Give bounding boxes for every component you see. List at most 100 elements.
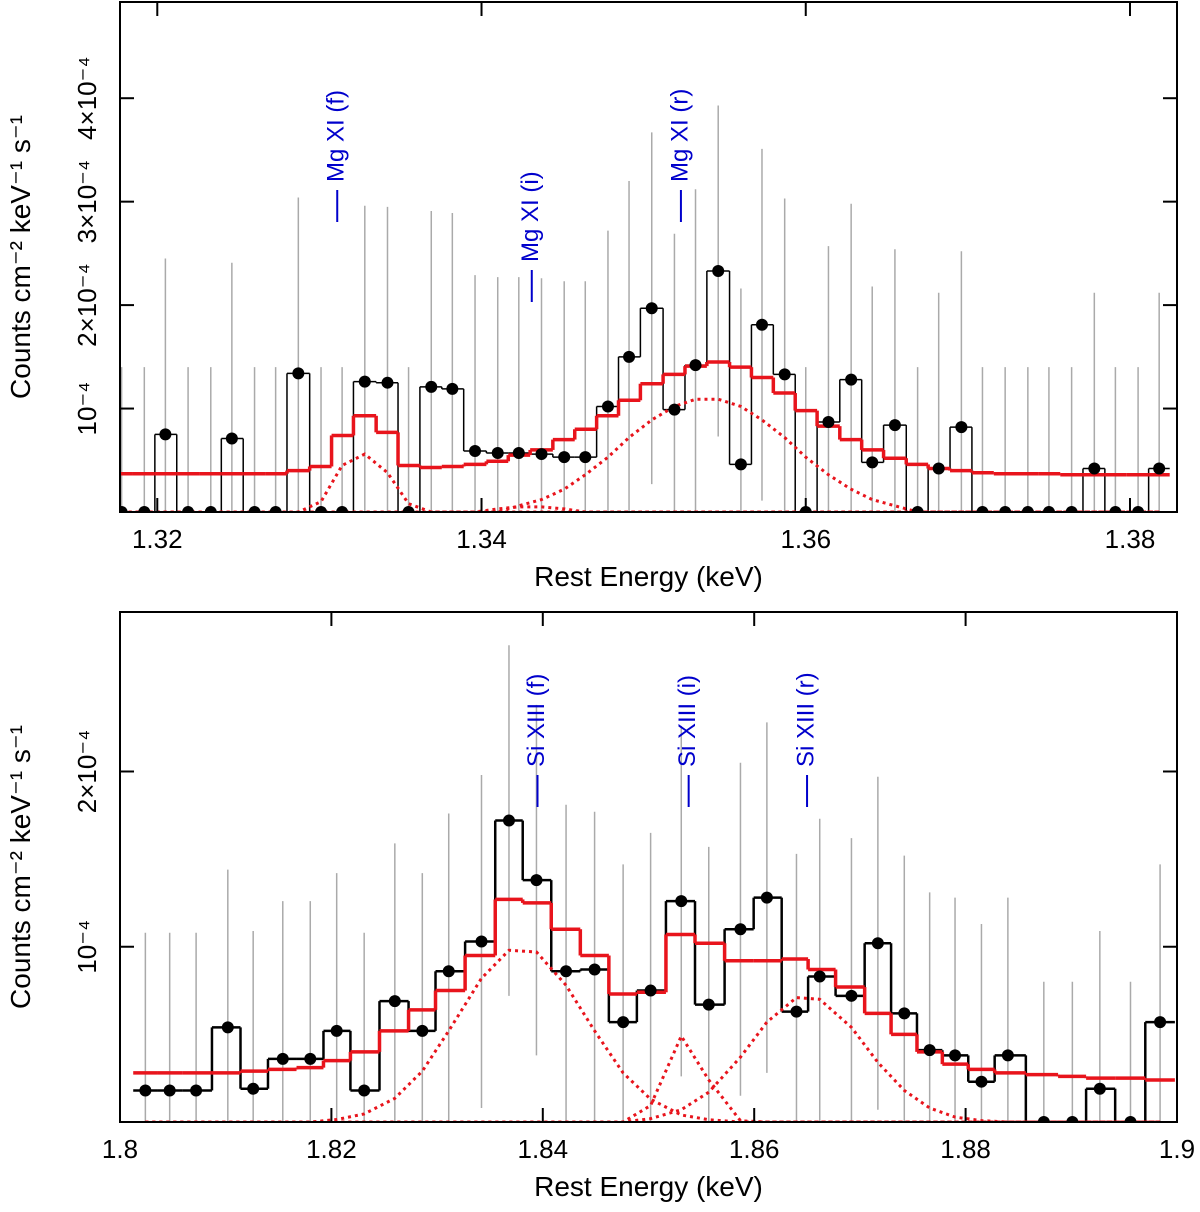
line-label: Mg XI (i) — [517, 171, 544, 262]
data-point — [381, 376, 394, 389]
x-tick-label: 1.32 — [132, 524, 183, 554]
plot-area — [120, 105, 1170, 512]
data-point — [976, 506, 989, 512]
data-point — [1154, 1016, 1167, 1029]
data-point — [755, 318, 768, 331]
data-point — [330, 1024, 343, 1037]
data-point — [292, 367, 305, 380]
data-point — [1021, 506, 1034, 512]
data-point — [760, 891, 773, 904]
data-point — [588, 963, 601, 976]
data-point — [813, 970, 826, 983]
y-tick-label: 10⁻⁴ — [72, 382, 102, 436]
x-tick-label: 1.38 — [1105, 524, 1156, 554]
data-point — [560, 965, 573, 978]
y-tick-label: 4×10⁻⁴ — [72, 56, 102, 139]
data-point — [645, 302, 658, 315]
data-point — [1065, 506, 1078, 512]
data-point — [579, 451, 592, 464]
line-label: Mg XI (r) — [666, 89, 693, 182]
line-label: Si XIII (i) — [674, 675, 701, 767]
data-point — [1109, 506, 1122, 512]
data-point — [416, 1024, 429, 1037]
data-point — [923, 1044, 936, 1057]
data-point — [475, 935, 488, 948]
data-point — [530, 874, 543, 887]
data-point — [225, 432, 238, 445]
y-tick-label: 2×10⁻⁴ — [72, 730, 102, 813]
x-axis-label: Rest Energy (keV) — [534, 1171, 763, 1202]
model-component — [145, 996, 1161, 1122]
x-tick-label: 1.34 — [456, 524, 507, 554]
data-point — [138, 506, 151, 512]
data-point — [269, 506, 282, 512]
data-point — [866, 456, 879, 469]
plot-frame — [119, 611, 1178, 1123]
data-point — [932, 462, 945, 475]
data-point — [315, 506, 328, 512]
plot-frame — [119, 1, 1178, 513]
data-point — [276, 1052, 289, 1065]
y-axis-label: Counts cm⁻² keV⁻¹ s⁻¹ — [5, 115, 36, 399]
y-axis-label: Counts cm⁻² keV⁻¹ s⁻¹ — [5, 725, 36, 1009]
x-tick-label: 1.84 — [517, 1134, 568, 1164]
data-point — [975, 1075, 988, 1088]
data-point — [845, 989, 858, 1002]
data-point — [1132, 506, 1145, 512]
data-point — [1037, 1116, 1050, 1122]
data-point — [712, 264, 725, 277]
data-point — [623, 350, 636, 363]
data-point — [734, 458, 747, 471]
x-axis-label: Rest Energy (keV) — [534, 561, 763, 592]
data-point — [1124, 1116, 1137, 1122]
data-point — [358, 375, 371, 388]
y-tick-label: 2×10⁻⁴ — [72, 263, 102, 346]
x-tick-label: 1.9 — [1159, 1134, 1195, 1164]
data-point — [204, 506, 217, 512]
data-point — [248, 506, 261, 512]
data-point — [675, 895, 688, 908]
data-point — [999, 506, 1012, 512]
data-point — [336, 506, 349, 512]
x-tick-label: 1.82 — [306, 1134, 357, 1164]
x-tick-label: 1.8 — [102, 1134, 138, 1164]
data-point — [221, 1021, 234, 1034]
data-point — [491, 447, 504, 460]
data-point — [469, 444, 482, 457]
x-tick-label: 1.86 — [729, 1134, 780, 1164]
y-tick-label: 10⁻⁴ — [72, 920, 102, 974]
data-point — [734, 923, 747, 936]
data-point — [402, 506, 415, 512]
data-point — [558, 451, 571, 464]
y-tick-label: 3×10⁻⁴ — [72, 160, 102, 243]
data-point — [778, 368, 791, 381]
x-tick-label: 1.88 — [940, 1134, 991, 1164]
data-point — [190, 1084, 203, 1097]
data-point — [1088, 462, 1101, 475]
data-point — [898, 1007, 911, 1020]
data-point — [163, 1084, 176, 1097]
data-point — [1066, 1116, 1079, 1122]
data-point — [247, 1082, 260, 1095]
data-point — [120, 506, 128, 512]
line-label: Mg XI (f) — [323, 90, 350, 182]
data-point — [822, 416, 835, 428]
data-point — [512, 447, 525, 460]
line-label: Si XIII (f) — [523, 674, 550, 767]
data-point — [442, 965, 455, 978]
data-point — [182, 506, 195, 512]
plot-area — [133, 645, 1175, 1122]
x-tick-label: 1.36 — [780, 524, 831, 554]
data-point — [446, 382, 459, 395]
data-point — [617, 1016, 630, 1029]
data-point — [949, 1049, 962, 1062]
data-point — [702, 998, 715, 1011]
line-label: Si XIII (r) — [792, 672, 819, 767]
data-point — [955, 421, 968, 434]
data-point — [845, 373, 858, 386]
data-point — [644, 984, 657, 997]
data-point — [911, 506, 924, 512]
data-point — [358, 1084, 371, 1097]
data-point — [1042, 506, 1055, 512]
data-point — [425, 380, 438, 393]
